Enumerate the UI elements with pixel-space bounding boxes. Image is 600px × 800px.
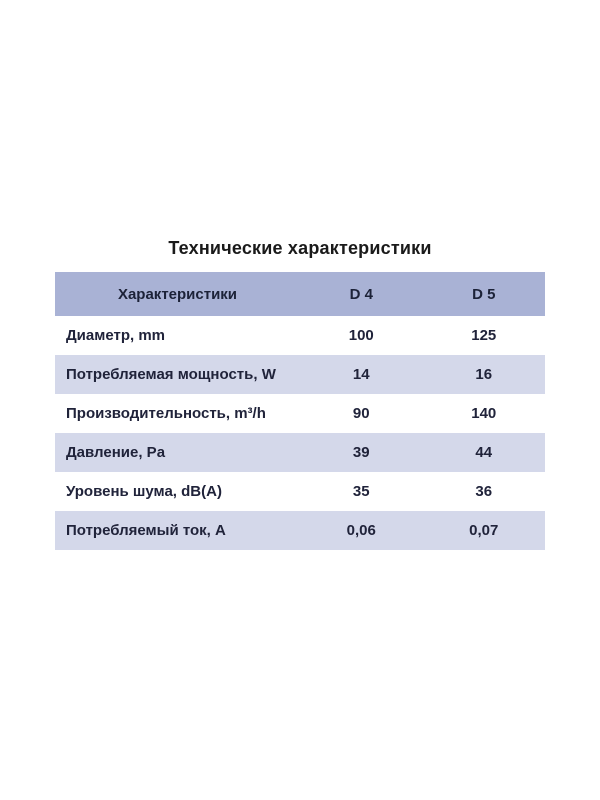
row-value-d4: 100: [348, 327, 374, 344]
spec-table: Характеристики D 4 D 5 Диаметр, mm 100 1…: [55, 272, 545, 550]
table-row-noise: Уровень шума, dB(A) 35 36: [55, 472, 545, 511]
row-value-d4: 39: [352, 444, 370, 461]
row-label: Давление, Pa: [66, 444, 166, 461]
header-cell-characteristics: Характеристики: [55, 272, 300, 316]
header-row: Характеристики D 4 D 5: [55, 272, 545, 316]
row-value-d4: 35: [352, 483, 370, 500]
row-label: Уровень шума, dB(A): [66, 483, 222, 500]
spec-table-body: Диаметр, mm 100 125 Потребляемая мощност…: [55, 316, 545, 550]
row-value-d4: 14: [352, 366, 370, 383]
page: Технические характеристики Характеристик…: [55, 238, 545, 550]
row-value-d5: 125: [471, 327, 497, 344]
row-value-d5: 36: [475, 483, 493, 500]
row-value-d4: 90: [352, 405, 370, 422]
row-label: Потребляемый ток, А: [66, 522, 226, 539]
table-row-power: Потребляемая мощность, W 14 16: [55, 355, 545, 394]
row-value-d5: 16: [475, 366, 493, 383]
table-row-current: Потребляемый ток, А 0,06 0,07: [55, 511, 545, 550]
row-value-d5: 140: [471, 405, 497, 422]
table-row-capacity: Производительность, m³/h 90 140: [55, 394, 545, 433]
header-cell-d5: D 5: [422, 272, 545, 316]
row-value-d5: 44: [475, 444, 493, 461]
header-cell-d4: D 4: [300, 272, 423, 316]
row-value-d4: 0,06: [346, 522, 376, 539]
spec-table-header: Характеристики D 4 D 5: [55, 272, 545, 316]
row-value-d5: 0,07: [469, 522, 499, 539]
table-row-pressure: Давление, Pa 39 44: [55, 433, 545, 472]
row-label: Диаметр, mm: [66, 327, 166, 344]
row-label: Потребляемая мощность, W: [66, 366, 276, 383]
table-title: Технические характеристики: [168, 238, 432, 258]
row-label: Производительность, m³/h: [66, 405, 266, 422]
table-row-diameter: Диаметр, mm 100 125: [55, 316, 545, 355]
